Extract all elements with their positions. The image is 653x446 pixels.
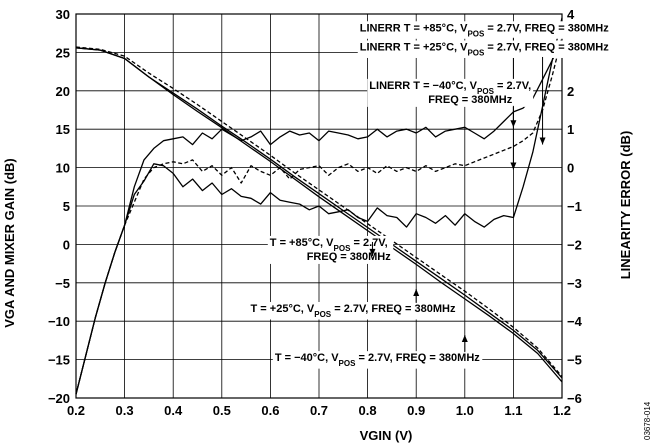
annotation-a5: T = +25°C, VPOS = 2.7V, FREQ = 380MHz — [248, 288, 458, 320]
annotation-label: LINERR T = +85°C, VPOS = 2.7V, FREQ = 38… — [360, 22, 609, 37]
annotation-label: LINERR T = +25°C, VPOS = 2.7V, FREQ = 38… — [360, 41, 609, 57]
annotation-arrowhead — [369, 248, 376, 256]
y2-tick-label: −1 — [567, 199, 582, 214]
y2-tick-label: −2 — [567, 237, 582, 252]
series-line-linerr_p85 — [75, 17, 563, 395]
y2-tick-label: 4 — [567, 7, 575, 22]
x-tick-label: 0.5 — [213, 403, 231, 418]
y2-tick-label: 2 — [567, 84, 574, 99]
series-line-gain_m40 — [75, 46, 563, 377]
x-tick-label: 0.4 — [164, 403, 183, 418]
x-tick-label: 0.3 — [116, 403, 134, 418]
annotation-background — [248, 301, 458, 320]
annotation-a6: T = −40°C, VPOS = 2.7V, FREQ = 380MHz — [272, 335, 483, 369]
x-axis-title: VGIN (V) — [360, 428, 413, 443]
y2-tick-label: 0 — [567, 161, 574, 176]
plot-series — [75, 17, 563, 395]
x-tick-label: 1.0 — [456, 403, 474, 418]
series-line-linerr_p25 — [75, 36, 563, 395]
y-tick-label: 25 — [56, 45, 70, 60]
y-tick-label: −20 — [48, 391, 70, 406]
tick-labels: 0.2 0.3 0.4 0.5 0.6 0.7 0.8 0.9 1.0 1.1 1.23025201… — [48, 7, 583, 418]
annotation-label-line2: FREQ = 380MHz — [428, 94, 513, 106]
x-tick-label: 1.2 — [553, 403, 571, 418]
y-tick-label: −5 — [55, 276, 70, 291]
annotation-arrowhead — [539, 137, 546, 145]
annotation-arrowhead — [461, 335, 468, 343]
annotation-label: T = −40°C, VPOS = 2.7V, FREQ = 380MHz — [275, 352, 480, 368]
x-tick-label: 1.1 — [504, 403, 522, 418]
annotation-label-line2: FREQ = 380MHz — [307, 251, 392, 263]
y-tick-label: 5 — [63, 199, 70, 214]
annotation-a3: LINERR T = −40°C, VPOS = 2.7V,FREQ = 380… — [367, 78, 534, 170]
annotation-background — [357, 21, 612, 39]
annotations: LINERR T = +85°C, VPOS = 2.7V, FREQ = 38… — [248, 21, 612, 369]
y-tick-label: −10 — [48, 314, 70, 329]
y-axis-title: VGA AND MIXER GAIN (dB) — [2, 158, 17, 327]
annotation-arrowhead — [510, 162, 517, 170]
annotation-a2: LINERR T = +25°C, VPOS = 2.7V, FREQ = 38… — [357, 40, 612, 145]
y2-tick-label: 1 — [567, 122, 574, 137]
y2-axis-title: LINEARITY ERROR (dB) — [618, 131, 633, 280]
annotation-arrowhead — [413, 288, 420, 296]
annotation-background — [357, 40, 612, 58]
annotation-label: T = +85°C, VPOS = 2.7V, — [270, 237, 388, 253]
y-tick-label: 0 — [63, 237, 70, 252]
x-tick-label: 0.7 — [310, 403, 328, 418]
annotation-a1: LINERR T = +85°C, VPOS = 2.7V, FREQ = 38… — [357, 21, 612, 128]
y2-tick-label: −5 — [567, 353, 582, 368]
annotation-background — [272, 351, 483, 369]
annotation-label: LINERR T = −40°C, VPOS = 2.7V, — [369, 80, 531, 96]
series-line-gain_p25 — [75, 47, 563, 379]
x-tick-label: 0.2 — [67, 403, 85, 418]
y-tick-label: −15 — [48, 353, 70, 368]
y-tick-label: 15 — [56, 122, 70, 137]
annotation-label: T = +25°C, VPOS = 2.7V, FREQ = 380MHz — [251, 303, 456, 319]
figure-id: 03678-014 — [643, 401, 652, 440]
x-tick-label: 0.9 — [407, 403, 425, 418]
annotation-background — [367, 78, 534, 107]
y2-tick-label: −3 — [567, 276, 582, 291]
y-tick-label: 30 — [56, 7, 70, 22]
x-tick-label: 0.6 — [261, 403, 279, 418]
plot-frame — [75, 13, 563, 399]
y2-tick-label: −4 — [567, 314, 583, 329]
series-line-linerr_m40 — [75, 40, 563, 395]
y-tick-label: 20 — [56, 84, 70, 99]
annotation-a4: T = +85°C, VPOS = 2.7V,FREQ = 380MHz — [267, 235, 394, 264]
x-tick-label: 0.8 — [359, 403, 377, 418]
y-tick-label: 10 — [56, 161, 70, 176]
y2-tick-label: −6 — [567, 391, 582, 406]
